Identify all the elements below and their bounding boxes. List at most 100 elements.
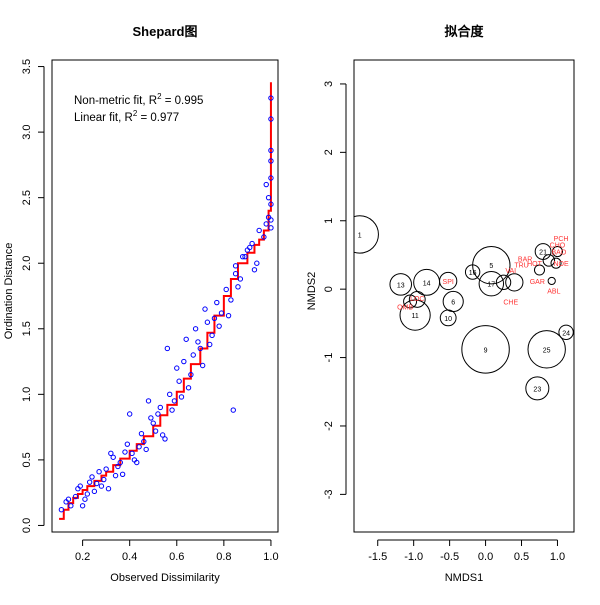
shepard-point: [207, 341, 213, 348]
shepard-point: [178, 394, 185, 400]
site-label: 25: [543, 347, 551, 354]
shepard-point: [98, 483, 105, 489]
nmds-title: 拟合度: [444, 24, 484, 39]
shepard-point: [112, 472, 119, 479]
species-label: ABL: [547, 289, 560, 296]
shepard-point: [261, 234, 267, 240]
shepard-point: [138, 430, 145, 437]
shepard-point: [183, 336, 189, 342]
site-circle: [547, 276, 556, 286]
shepard-point: [148, 415, 154, 421]
species-label: LOC: [410, 296, 424, 303]
shepard-x-tick-label: 0.4: [122, 551, 137, 563]
shepard-y-tick-label: 3.5: [21, 59, 33, 74]
shepard-point: [237, 276, 244, 282]
shepard-point: [167, 391, 173, 398]
shepard-point: [176, 378, 182, 384]
site-circle: [495, 274, 512, 291]
shepard-point: [256, 227, 262, 234]
shepard-y-tick-label: 2.0: [21, 256, 33, 271]
site-circle: [533, 264, 546, 276]
shepard-x-tick-label: 1.0: [263, 551, 278, 563]
shepard-point: [197, 345, 204, 352]
shepard-y-tick-label: 0.5: [21, 452, 33, 467]
shepard-point: [254, 260, 260, 266]
shepard-y-tick-label: 0.0: [21, 518, 33, 533]
shepard-point: [268, 158, 274, 164]
shepard-point: [230, 407, 236, 413]
shepard-x-tick-label: 0.2: [75, 551, 90, 563]
shepard-y-axis: 0.0 0.5 1.0 1.5 2.0 2.5 3.0 3.5: [21, 59, 45, 533]
shepard-point: [268, 95, 274, 101]
shepard-y-tick-label: 3.0: [21, 124, 33, 139]
shepard-x-axis: 0.2 0.4 0.6 0.8 1.0: [75, 539, 279, 563]
shepard-point: [72, 493, 79, 500]
shepard-point: [155, 411, 161, 417]
shepard-point: [108, 450, 114, 457]
shepard-point: [214, 299, 220, 306]
linear-fit-annotation: Linear fit, R2 = 0.977: [74, 109, 179, 124]
site-label: 14: [423, 280, 431, 287]
shepard-point: [174, 365, 180, 371]
shepard-point: [122, 449, 128, 455]
shepard-point: [211, 315, 218, 321]
species-label: PCH: [554, 236, 569, 243]
nmds-y-tick-label: 3: [323, 81, 335, 87]
shepard-point: [263, 181, 269, 188]
shepard-y-tick-label: 1.0: [21, 387, 33, 402]
nmds-y-tick-label: 1: [323, 218, 335, 224]
site-label: 5: [489, 263, 493, 270]
shepard-point: [263, 221, 269, 227]
site-label: 16: [469, 270, 477, 277]
species-label: SPI: [443, 279, 454, 286]
nmds-y-label: NMDS2: [306, 272, 318, 311]
shepard-point: [131, 457, 138, 463]
nmds-x-tick-label: 1.0: [550, 551, 565, 563]
shepard-point: [143, 446, 149, 453]
species-label: OMB: [397, 304, 413, 311]
site-circle: [354, 215, 379, 254]
shepard-point: [68, 503, 74, 509]
nmds-y-tick-label: -1: [323, 353, 335, 363]
shepard-point: [86, 479, 93, 485]
site-label: 24: [562, 330, 570, 337]
shepard-point: [94, 480, 100, 487]
shepard-point: [268, 116, 274, 122]
shepard-point: [101, 476, 107, 483]
shepard-point: [204, 319, 211, 325]
shepard-y-label: Ordination Distance: [3, 243, 15, 340]
shepard-point: [192, 326, 199, 332]
shepard-point: [157, 404, 163, 411]
nmds-y-axis: -3 -2 -1 0 1 2 3: [323, 81, 347, 499]
shepard-point: [268, 201, 274, 207]
site-label: 1: [358, 232, 362, 239]
shepard-point: [145, 398, 152, 404]
shepard-point: [199, 362, 206, 369]
shepard-point: [91, 488, 98, 495]
site-label: 9: [484, 347, 488, 354]
site-circle: [439, 271, 458, 291]
site-label: 13: [397, 282, 405, 289]
shepard-point: [136, 444, 142, 450]
shepard-point: [239, 253, 246, 260]
site-label: 23: [533, 386, 541, 393]
site-circle: [461, 325, 510, 374]
site-label: 11: [411, 313, 418, 320]
site-circle: [550, 257, 562, 269]
stepwise-fit-line: [59, 82, 272, 520]
shepard-point: [65, 496, 72, 502]
shepard-title: Shepard图: [132, 24, 197, 39]
shepard-point: [251, 267, 258, 273]
shepard-point: [268, 175, 274, 181]
species-label: TRU: [514, 263, 528, 270]
shepard-x-tick-label: 0.6: [169, 551, 184, 563]
shepard-point: [141, 438, 147, 445]
nonmetric-fit-annotation: Non-metric fit, R2 = 0.995: [74, 92, 203, 107]
site-circle: [399, 299, 431, 331]
shepard-point: [75, 486, 81, 492]
shepard-point: [84, 491, 91, 497]
species-label: VAI: [505, 268, 516, 275]
